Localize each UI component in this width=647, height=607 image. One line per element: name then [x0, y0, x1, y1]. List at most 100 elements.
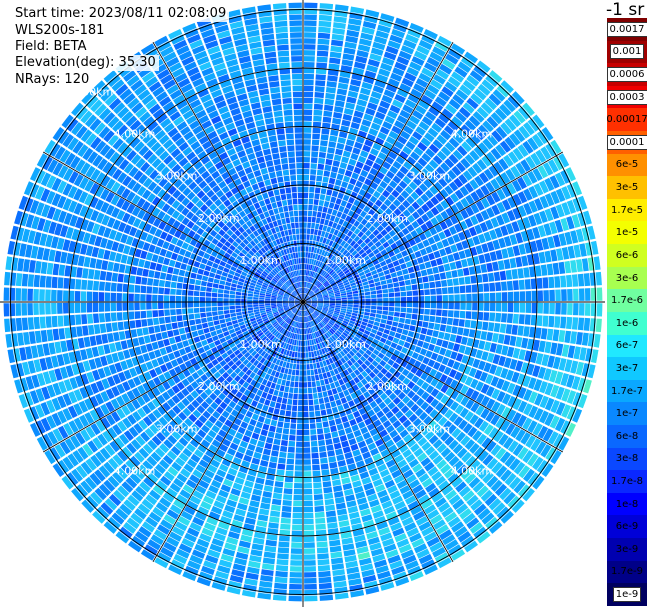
ppi-cell — [292, 506, 303, 513]
ppi-cell — [410, 191, 420, 201]
ppi-cell — [512, 398, 522, 411]
ppi-cell — [431, 492, 444, 503]
ppi-cell — [328, 292, 334, 295]
ppi-cell — [322, 292, 328, 296]
ppi-cell — [305, 303, 310, 308]
ppi-cell — [220, 323, 227, 329]
ppi-cell — [376, 185, 385, 194]
ppi-cell — [159, 324, 167, 332]
ppi-cell — [313, 482, 322, 489]
ppi-cell — [356, 342, 363, 349]
ppi-cell — [445, 325, 452, 333]
ppi-cell — [410, 151, 420, 161]
ppi-cell — [385, 136, 396, 145]
ppi-cell — [526, 363, 535, 376]
ppi-cell — [424, 504, 437, 515]
ppi-cell — [136, 267, 144, 276]
ppi-cell — [387, 485, 398, 494]
ppi-cell — [52, 328, 60, 341]
ppi-cell — [172, 268, 180, 275]
ppi-cell — [161, 331, 168, 339]
ppi-cell — [385, 216, 393, 225]
ppi-cell — [303, 287, 305, 294]
ppi-cell — [573, 288, 579, 301]
ppi-cell — [556, 248, 564, 261]
ppi-cell — [296, 340, 299, 346]
ppi-cell — [420, 193, 430, 203]
ppi-cell — [541, 127, 554, 141]
ppi-cell — [555, 402, 566, 416]
ppi-cell — [339, 186, 346, 194]
ppi-cell — [327, 330, 333, 337]
ppi-cell — [151, 254, 159, 263]
ppi-cell — [334, 491, 344, 498]
ppi-cell — [360, 378, 368, 386]
ppi-cell — [465, 285, 472, 293]
ppi-cell — [311, 259, 315, 265]
ppi-cell — [318, 576, 332, 584]
ppi-cell — [427, 419, 437, 430]
ppi-cell — [458, 319, 465, 327]
ppi-cell — [274, 481, 284, 488]
ppi-cell — [404, 185, 414, 195]
ppi-cell — [339, 326, 345, 332]
ppi-cell — [336, 508, 348, 516]
ppi-cell — [419, 233, 427, 241]
ppi-cell — [291, 369, 296, 376]
ppi-cell — [312, 253, 316, 259]
ppi-cell — [473, 146, 485, 158]
ppi-cell — [342, 53, 355, 61]
ppi-cell — [317, 368, 322, 374]
ppi-cell — [197, 329, 204, 336]
ppi-cell — [530, 152, 542, 166]
ppi-cell — [537, 302, 543, 314]
ppi-cell — [296, 358, 300, 364]
ppi-cell — [379, 359, 387, 367]
ppi-cell — [314, 331, 319, 338]
ppi-cell — [482, 321, 489, 331]
ppi-cell — [329, 297, 335, 300]
ppi-cell — [309, 363, 314, 370]
ppi-cell — [366, 64, 379, 73]
ppi-cell — [338, 378, 345, 386]
ppi-cell — [315, 380, 321, 387]
ppi-cell — [313, 279, 318, 285]
ppi-cell — [509, 476, 522, 490]
ppi-cell — [266, 437, 274, 444]
ppi-cell — [481, 512, 495, 525]
ppi-cell — [389, 267, 396, 274]
ppi-cell — [317, 283, 323, 288]
ppi-cell — [388, 130, 399, 140]
ppi-cell — [340, 397, 348, 404]
ppi-cell — [382, 121, 393, 130]
ppi-cell — [138, 259, 145, 268]
ppi-cell — [405, 336, 413, 343]
ppi-cell — [464, 248, 472, 258]
ppi-cell — [176, 315, 183, 322]
ppi-cell — [330, 45, 343, 53]
ppi-cell — [498, 355, 506, 367]
ppi-cell — [389, 490, 401, 500]
ppi-cell — [345, 337, 351, 344]
ppi-cell — [387, 283, 394, 289]
ppi-cell — [343, 318, 350, 323]
ppi-cell — [392, 175, 402, 184]
ppi-cell — [383, 51, 397, 61]
ppi-cell — [338, 262, 345, 268]
ppi-cell — [513, 129, 526, 143]
ppi-cell — [93, 313, 100, 324]
ppi-cell — [382, 310, 389, 315]
ppi-cell — [510, 426, 521, 439]
ppi-cell — [402, 377, 411, 386]
ppi-cell — [99, 313, 105, 323]
ppi-cell — [593, 333, 601, 348]
ppi-cell — [279, 385, 285, 392]
ppi-cell — [445, 196, 455, 206]
ppi-cell — [259, 299, 265, 302]
ppi-cell — [309, 240, 313, 247]
ppi-cell — [334, 236, 340, 243]
ppi-cell — [425, 246, 433, 254]
ppi-cell — [517, 325, 524, 336]
ppi-cell — [330, 551, 343, 559]
ppi-cell — [196, 324, 203, 330]
